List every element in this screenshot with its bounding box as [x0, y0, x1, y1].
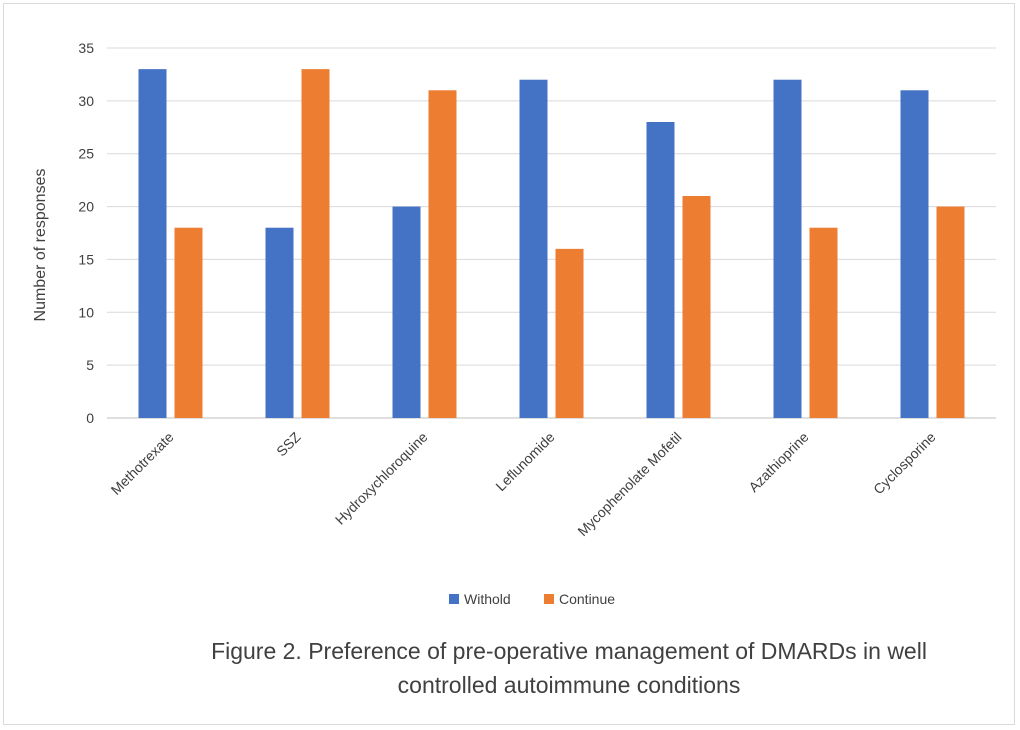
bar-continue-mycophenolate-mofetil — [682, 196, 711, 418]
y-tick-label: 5 — [86, 357, 94, 373]
bar-withold-azathioprine — [773, 79, 802, 418]
gridlines — [107, 47, 996, 419]
x-category-label: Methotrexate — [108, 429, 177, 498]
x-category-labels: Methotrexate SSZ Hydroxychloroquine Lefluno… — [108, 428, 939, 539]
bar-continue-leflunomide — [555, 248, 584, 418]
caption-line-2: controlled autoimmune conditions — [397, 672, 741, 698]
legend-swatch-withold — [449, 594, 459, 604]
legend-label-continue: Continue — [559, 591, 615, 607]
y-tick-label: 20 — [78, 199, 94, 215]
legend-swatch-continue — [544, 594, 554, 604]
bar-withold-ssz — [265, 227, 294, 418]
bars — [138, 69, 965, 419]
bar-chart: 0 5 10 15 20 25 30 35 Methotrexate SSZ Hydroxychl… — [32, 40, 996, 607]
x-category-label: Leflunomide — [492, 429, 557, 494]
caption-line-1: Figure 2. Preference of pre-operative ma… — [211, 638, 927, 664]
legend-label-withold: Withold — [464, 591, 511, 607]
y-tick-label: 15 — [78, 251, 94, 267]
y-tick-labels: 0 5 10 15 20 25 30 35 — [78, 40, 94, 426]
bar-continue-ssz — [301, 69, 330, 419]
y-tick-label: 35 — [78, 40, 94, 56]
bar-withold-mycophenolate-mofetil — [646, 122, 675, 418]
y-axis-title: Number of responses — [32, 169, 49, 322]
bar-continue-azathioprine — [809, 227, 838, 418]
bar-continue-methotrexate — [174, 227, 203, 418]
x-category-label: Mycophenolate Mofetil — [574, 429, 684, 539]
legend: Withold Continue — [449, 591, 615, 607]
bar-withold-leflunomide — [519, 79, 548, 418]
y-tick-label: 0 — [86, 410, 94, 426]
y-tick-label: 30 — [78, 93, 94, 109]
figure-caption: Figure 2. Preference of pre-operative ma… — [164, 634, 974, 702]
x-category-label: Hydroxychloroquine — [332, 429, 431, 528]
bar-withold-cyclosporine — [900, 90, 929, 419]
x-category-label: Azathioprine — [745, 429, 811, 495]
bar-continue-cyclosporine — [936, 206, 965, 418]
chart-frame: 0 5 10 15 20 25 30 35 Methotrexate SSZ Hydroxychl… — [3, 3, 1015, 725]
bar-withold-methotrexate — [138, 69, 167, 419]
bar-continue-hydroxychloroquine — [428, 90, 457, 419]
bar-withold-hydroxychloroquine — [392, 206, 421, 418]
y-tick-label: 10 — [78, 304, 94, 320]
x-category-label: SSZ — [273, 428, 304, 459]
x-category-label: Cyclosporine — [870, 429, 939, 498]
y-tick-label: 25 — [78, 146, 94, 162]
